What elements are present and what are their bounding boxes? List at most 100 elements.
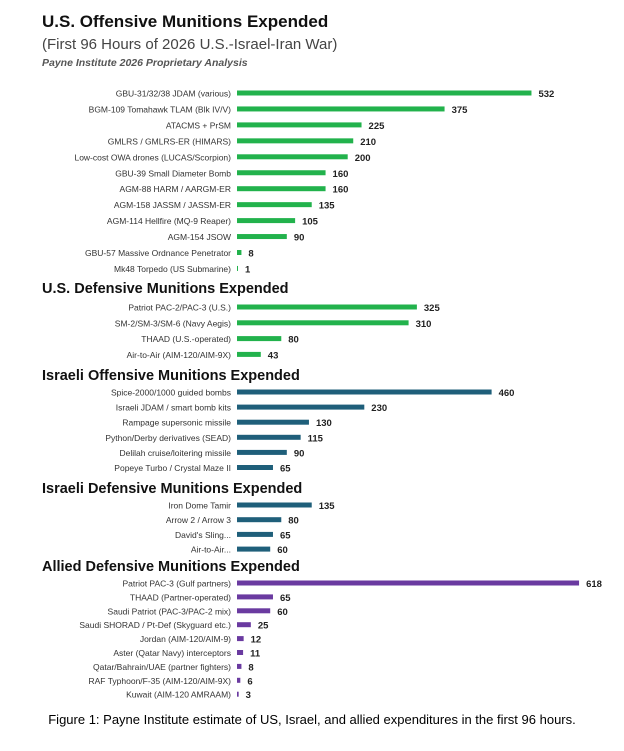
- category-label: Delilah cruise/loitering missile: [120, 448, 232, 458]
- bar-us: [237, 106, 445, 112]
- bar-us: [237, 234, 287, 240]
- category-label: Air-to-Air...: [191, 545, 231, 555]
- bar-israel: [237, 502, 312, 508]
- value-label: 1: [245, 264, 251, 275]
- bar-allied: [237, 608, 271, 614]
- category-label: Low-cost OWA drones (LUCAS/Scorpion): [74, 152, 231, 162]
- value-label: 375: [452, 105, 469, 116]
- section-title-1: U.S. Defensive Munitions Expended: [42, 281, 289, 297]
- value-label: 43: [268, 350, 279, 361]
- category-label: Aster (Qatar Navy) interceptors: [113, 648, 231, 658]
- value-label: 6: [247, 676, 252, 687]
- category-label: BGM-109 Tomahawk TLAM (Blk IV/V): [89, 104, 232, 114]
- category-label: GMLRS / GMLRS-ER (HIMARS): [108, 136, 231, 146]
- value-label: 60: [277, 607, 288, 618]
- category-label: Mk48 Torpedo (US Submarine): [114, 264, 231, 274]
- bar-israel: [237, 546, 271, 552]
- bar-israel: [237, 404, 365, 410]
- value-label: 65: [280, 464, 291, 475]
- category-label: RAF Typhoon/F-35 (AIM-120/AIM-9X): [88, 676, 231, 686]
- value-label: 115: [308, 433, 324, 444]
- bar-allied: [237, 622, 251, 628]
- value-label: 65: [280, 530, 291, 541]
- value-label: 60: [277, 545, 288, 556]
- value-label: 460: [499, 388, 515, 399]
- value-label: 135: [319, 201, 336, 212]
- category-label: Rampage supersonic missile: [122, 418, 231, 428]
- bar-us: [237, 304, 417, 310]
- bar-allied: [237, 650, 244, 655]
- value-label: 225: [369, 121, 386, 132]
- category-label: Patriot PAC-3 (Gulf partners): [123, 579, 232, 589]
- category-label: Kuwait (AIM-120 AMRAAM): [126, 690, 231, 700]
- category-label: AGM-154 JSOW: [168, 232, 231, 242]
- value-label: 210: [360, 137, 376, 148]
- bar-israel: [237, 531, 273, 537]
- category-label: Python/Derby derivatives (SEAD): [105, 433, 231, 443]
- category-label: Jordan (AIM-120/AIM-9): [140, 634, 231, 644]
- value-label: 11: [250, 649, 261, 660]
- bar-us: [237, 90, 532, 96]
- category-label: Qatar/Bahrain/UAE (partner fighters): [93, 662, 231, 672]
- bar-allied: [237, 636, 244, 642]
- value-label: 532: [538, 89, 554, 100]
- section-title-3: Israeli Defensive Munitions Expended: [42, 481, 302, 497]
- value-label: 230: [371, 403, 387, 414]
- value-label: 325: [424, 303, 441, 314]
- figure-caption: Figure 1: Payne Institute estimate of US…: [48, 712, 576, 727]
- value-label: 160: [333, 169, 349, 180]
- category-label: THAAD (Partner-operated): [130, 592, 231, 602]
- category-label: THAAD (U.S.-operated): [141, 334, 231, 344]
- value-label: 12: [251, 635, 262, 646]
- bar-israel: [237, 419, 309, 425]
- category-label: Saudi SHORAD / Pt-Def (Skyguard etc.): [79, 620, 231, 630]
- value-label: 135: [319, 501, 336, 512]
- value-label: 8: [248, 249, 253, 260]
- bar-us: [237, 218, 296, 224]
- bar-us: [237, 154, 348, 160]
- chart-subtitle: (First 96 Hours of 2026 U.S.-Israel-Iran…: [42, 36, 338, 53]
- value-label: 618: [586, 579, 602, 590]
- category-label: Arrow 2 / Arrow 3: [166, 515, 231, 525]
- bar-us: [237, 250, 242, 255]
- category-label: Saudi Patriot (PAC-3/PAC-2 mix): [108, 606, 232, 616]
- value-label: 90: [294, 233, 305, 244]
- category-label: AGM-114 Hellfire (MQ-9 Reaper): [107, 216, 231, 226]
- bar-allied: [237, 691, 239, 697]
- bar-us: [237, 320, 409, 326]
- category-label: GBU-31/32/38 JDAM (various): [116, 89, 231, 99]
- bar-us: [237, 170, 326, 176]
- category-label: Air-to-Air (AIM-120/AIM-9X): [127, 350, 232, 360]
- bar-us: [237, 138, 354, 144]
- value-label: 200: [355, 153, 371, 164]
- category-label: Patriot PAC-2/PAC-3 (U.S.): [128, 303, 231, 313]
- category-label: David's Sling...: [175, 530, 231, 540]
- category-label: Israeli JDAM / smart bomb kits: [116, 403, 231, 413]
- section-title-2: Israeli Offensive Munitions Expended: [42, 368, 300, 384]
- section-title-4: Allied Defensive Munitions Expended: [42, 559, 300, 575]
- value-label: 130: [316, 418, 332, 429]
- value-label: 80: [288, 335, 299, 346]
- value-label: 105: [302, 217, 319, 228]
- value-label: 8: [248, 662, 253, 673]
- category-label: AGM-158 JASSM / JASSM-ER: [114, 200, 231, 210]
- bar-israel: [237, 465, 273, 470]
- value-label: 25: [258, 621, 269, 632]
- value-label: 3: [246, 690, 251, 701]
- bar-israel: [237, 389, 492, 395]
- value-label: 65: [280, 593, 291, 604]
- bar-allied: [237, 677, 241, 683]
- bar-us: [237, 186, 326, 192]
- bar-israel: [237, 449, 287, 455]
- value-label: 80: [288, 516, 299, 527]
- category-label: AGM-88 HARM / AARGM-ER: [120, 184, 231, 194]
- category-label: GBU-57 Massive Ordnance Penetrator: [85, 248, 231, 258]
- bar-israel: [237, 517, 282, 523]
- chart-source-note: Payne Institute 2026 Proprietary Analysi…: [42, 57, 248, 69]
- bar-us: [237, 265, 238, 271]
- category-label: Iron Dome Tamir: [168, 501, 231, 511]
- bar-us: [237, 336, 282, 342]
- category-label: Spice-2000/1000 guided bombs: [111, 388, 231, 398]
